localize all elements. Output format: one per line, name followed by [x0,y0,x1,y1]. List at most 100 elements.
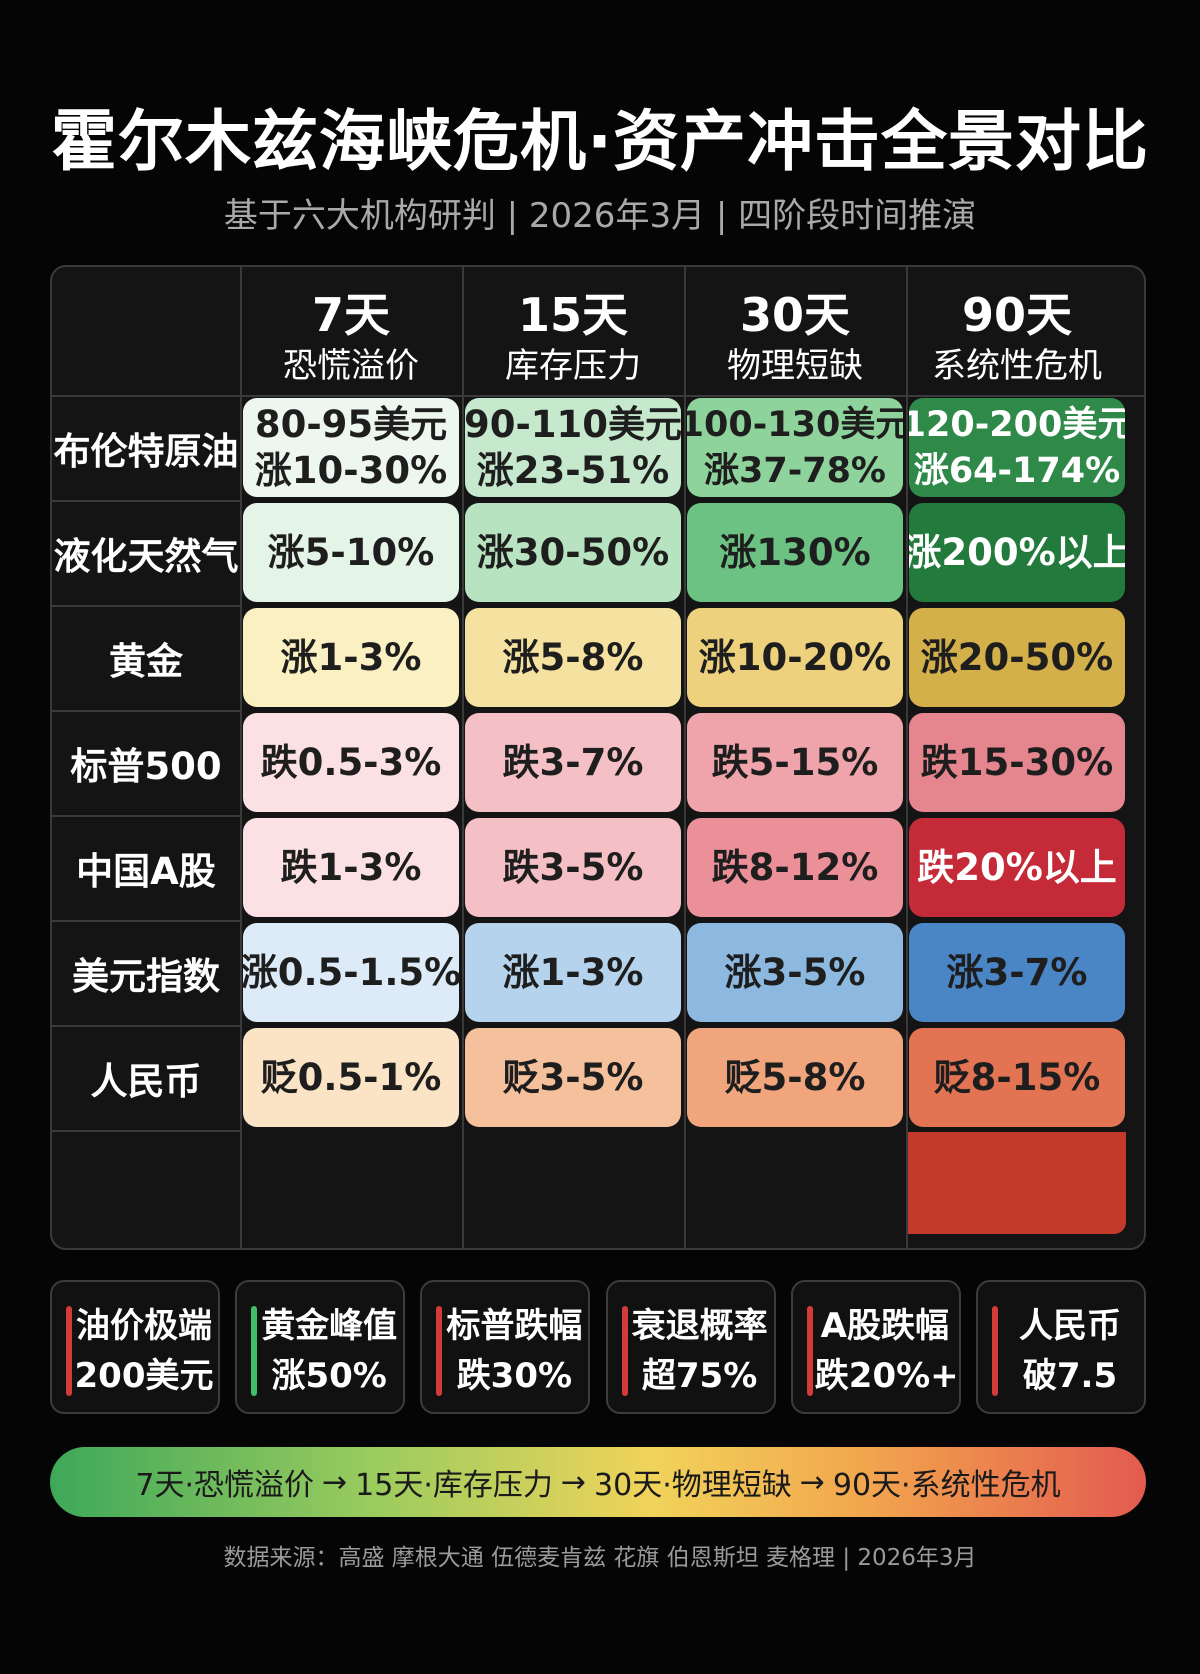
table-cell: 贬0.5-1% [243,1028,459,1127]
table-cell: 贬3-5% [465,1028,681,1127]
row-label: 美元指数 [72,954,220,998]
timeline-arrow-2: → [560,1464,587,1500]
timeline-arrow-3: → [799,1464,825,1500]
cell-line-1: 涨30-50% [476,530,670,574]
column-phase: 恐慌溢价 [283,346,419,386]
cell-line-1: 涨10-20% [698,635,892,679]
data-source: 数据来源：高盛 摩根大通 伍德麦肯兹 花旗 伯恩斯坦 麦格理 | 2026年3月 [223,1545,977,1571]
stat-value: 破7.5 [1022,1356,1118,1396]
table-cell: 跌5-15% [687,713,903,812]
cell-line-1: 涨20-50% [920,635,1114,679]
table-cell: 跌8-12% [687,818,903,917]
row-separator [52,710,240,712]
column-phase: 库存压力 [505,346,641,386]
cell-line-1: 跌8-12% [711,845,879,889]
table-cell: 100-130美元 涨37-78% [687,398,903,497]
column-header: 30天 物理短缺 [684,279,906,399]
cell-line-1: 涨3-7% [946,950,1088,994]
row-label: 液化天然气 [53,534,239,578]
table-cell: 跌20%以上 [909,818,1125,917]
grid-vline [684,267,686,1248]
cell-line-2: 涨37-78% [703,450,886,491]
page-subtitle: 基于六大机构研判 | 2026年3月 | 四阶段时间推演 [223,196,977,236]
table-cell: 跌3-5% [465,818,681,917]
table-cell: 跌1-3% [243,818,459,917]
column-phase: 物理短缺 [727,346,863,386]
comparison-table: 7天 恐慌溢价 15天 库存压力 30天 物理短缺 90天 系统性危机 布伦特原油 80-95美元… [50,265,1146,1250]
stat-label: 标普跌幅 [446,1306,583,1346]
table-cell: 120-200美元 涨64-174% [909,398,1125,497]
row-label: 黄金 [109,639,183,683]
cell-line-1: 90-110美元 [465,402,681,446]
cell-line-1: 贬8-15% [933,1055,1101,1099]
table-cell: 贬8-15% [909,1028,1125,1127]
grid-vline [906,267,908,1248]
row-label: 标普500 [70,744,222,788]
timeline-step-2: 15天·库存压力 [355,1468,553,1503]
row-separator [52,920,240,922]
stat-accent-bar [806,1306,813,1396]
cell-line-1: 涨200%以上 [909,530,1125,574]
table-cell: 涨20-50% [909,608,1125,707]
page-title: 霍尔木兹海峡危机·资产冲击全景对比 [50,103,1150,180]
cell-line-2: 涨64-174% [913,450,1121,491]
row-separator [52,500,240,502]
cell-line-1: 涨3-5% [724,950,866,994]
stat-label: 衰退概率 [631,1306,768,1346]
cell-line-1: 100-130美元 [687,404,903,445]
cell-line-1: 涨1-3% [280,635,422,679]
grid-header-line [52,395,1144,397]
cell-line-1: 跌20%以上 [917,845,1117,889]
cell-line-1: 涨5-8% [502,635,644,679]
column-day: 7天 [311,288,390,342]
stat-accent-bar [992,1306,998,1396]
column-header: 15天 库存压力 [462,279,684,399]
row-separator [52,1025,240,1027]
table-cell: 跌3-7% [465,713,681,812]
table-cell: 跌0.5-3% [243,713,459,812]
row-label: 人民币 [90,1059,202,1103]
timeline-step-4: 90天·系统性危机 [832,1468,1061,1503]
stat-accent-bar [621,1306,628,1396]
row-label: 中国A股 [76,849,216,893]
table-cell: 涨0.5-1.5% [243,923,459,1022]
cell-line-1: 跌3-5% [502,845,644,889]
cell-line-1: 跌0.5-3% [260,740,442,784]
table-cell: 90-110美元 涨23-51% [465,398,681,497]
column-day: 15天 [517,288,628,342]
cell-line-2: 涨10-30% [254,448,448,492]
stat-card: 衰退概率 超75% [605,1280,776,1414]
table-cell: 涨10-20% [687,608,903,707]
stat-value: 200美元 [74,1356,214,1396]
cell-line-1: 贬5-8% [724,1055,866,1099]
column-day: 30天 [739,288,850,342]
row-separator [52,815,240,817]
stat-value: 涨50% [271,1356,387,1396]
timeline-step-1: 7天·恐慌溢价 [135,1468,315,1503]
stat-accent-bar [66,1306,72,1396]
table-cell: 涨1-3% [465,923,681,1022]
column-header: 90天 系统性危机 [906,279,1128,399]
cell-line-1: 涨0.5-1.5% [243,950,459,994]
table-cell: 涨5-10% [243,503,459,602]
cell-line-1: 跌5-15% [711,740,879,784]
cell-line-1: 跌3-7% [502,740,644,784]
cell-line-1: 涨130% [719,530,871,574]
table-cell: 贬5-8% [687,1028,903,1127]
table-cell: 涨3-5% [687,923,903,1022]
stat-card: 标普跌幅跌30% [420,1280,591,1414]
column-phase: 系统性危机 [932,346,1102,386]
stat-card: 黄金峰值涨50% [235,1280,406,1414]
extra-row-block [908,1132,1126,1234]
table-cell: 涨130% [687,503,903,602]
table-cell: 涨1-3% [243,608,459,707]
stat-value: 跌30% [456,1356,573,1396]
cell-line-1: 120-200美元 [909,404,1125,445]
cell-line-1: 80-95美元 [254,402,448,446]
column-header: 7天 恐慌溢价 [240,279,462,399]
column-day: 90天 [961,288,1072,342]
phase-timeline: 7天·恐慌溢价 → 15天·库存压力 → 30天·物理短缺 → 90天·系统性危… [50,1447,1146,1517]
stat-label: 黄金峰值 [261,1306,398,1346]
table-cell: 涨3-7% [909,923,1125,1022]
stat-card: 人民币 破7.5 [976,1280,1146,1414]
